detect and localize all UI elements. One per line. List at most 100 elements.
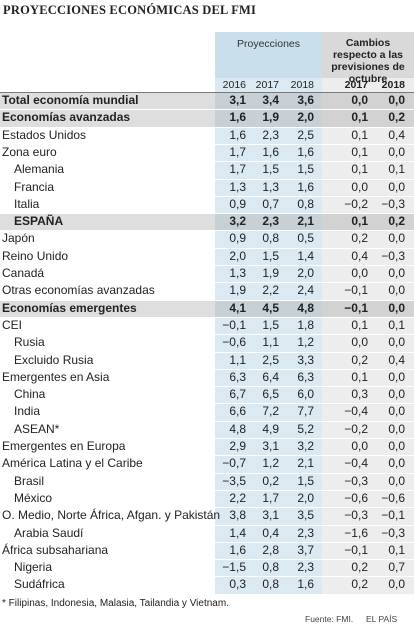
cell-value: −0,3 xyxy=(381,248,405,263)
cell-value: 1,1 xyxy=(229,352,246,367)
cell-value: 0,1 xyxy=(388,542,405,557)
row-separator xyxy=(0,455,414,457)
cell-value: 3,3 xyxy=(297,352,314,367)
cell-value: 0,2 xyxy=(351,560,368,575)
cell-value: 1,6 xyxy=(229,110,246,125)
cell-value: 6,6 xyxy=(229,404,246,419)
cell-value: 1,5 xyxy=(297,162,314,177)
cell-value: 0,0 xyxy=(388,473,405,488)
row-separator xyxy=(0,489,414,491)
title: PROYECCIONES ECONÓMICAS DEL FMI xyxy=(3,3,257,17)
row-separator xyxy=(0,230,414,232)
cell-value: 1,4 xyxy=(229,525,246,540)
cell-value: 0,0 xyxy=(388,421,405,436)
cell-value: 1,9 xyxy=(229,283,246,298)
cell-value: 0,2 xyxy=(351,231,368,246)
row-label: Nigeria xyxy=(14,560,53,575)
row-separator xyxy=(0,507,414,509)
row-separator xyxy=(0,351,414,353)
cell-value: 2,5 xyxy=(297,127,314,142)
cell-value: 6,3 xyxy=(229,369,246,384)
cell-value: 1,3 xyxy=(229,266,246,280)
row-highlight xyxy=(0,213,414,231)
cell-value: 2,3 xyxy=(297,525,314,540)
row-label: Brasil xyxy=(14,473,45,488)
cell-value: 3,1 xyxy=(262,508,279,523)
row-label: Economías emergentes xyxy=(2,300,137,315)
cell-value: 0,0 xyxy=(351,266,368,280)
proj-bg xyxy=(215,32,322,594)
cell-value: −0,6 xyxy=(222,335,246,350)
row-label: Emergentes en Europa xyxy=(2,439,126,453)
cell-value: 0,2 xyxy=(351,352,368,367)
cell-value: 1,6 xyxy=(297,179,314,194)
row-label: O. Medio, Norte África, Afgan. y Pakistá… xyxy=(2,508,221,523)
cell-value: 0,1 xyxy=(351,127,368,142)
cell-value: 2,3 xyxy=(297,560,314,575)
cell-value: −0,4 xyxy=(344,404,368,419)
cell-value: 4,1 xyxy=(229,300,246,315)
chg-hdr-bg xyxy=(322,32,414,78)
cell-value: 0,0 xyxy=(388,335,405,350)
column-header: 2017 xyxy=(255,79,279,91)
cell-value: 0,0 xyxy=(351,439,368,453)
cell-value: 0,0 xyxy=(388,266,405,280)
cell-value: 3,5 xyxy=(297,508,314,523)
cell-value: 2,5 xyxy=(262,352,279,367)
cell-value: −0,6 xyxy=(344,490,368,505)
cell-value: 0,1 xyxy=(351,144,368,159)
cell-value: 1,3 xyxy=(229,179,246,194)
row-separator xyxy=(0,403,414,405)
cell-value: 3,1 xyxy=(262,439,279,453)
column-header: 2018 xyxy=(290,79,314,91)
cell-value: 0,4 xyxy=(388,127,405,142)
cell-value: 2,1 xyxy=(297,214,314,229)
cell-value: 1,6 xyxy=(229,127,246,142)
row-separator xyxy=(0,386,414,388)
cell-value: −0,1 xyxy=(344,542,368,557)
row-label: CEI xyxy=(2,317,23,332)
footer-brand: EL PAÍS xyxy=(366,613,398,624)
cell-value: 2,0 xyxy=(297,490,314,505)
row-label: África subsahariana xyxy=(2,542,109,557)
cell-value: 3,1 xyxy=(229,93,246,107)
row-separator xyxy=(0,472,414,474)
row-label: Japón xyxy=(2,231,35,246)
cell-value: −0,3 xyxy=(381,196,405,211)
cell-value: 4,8 xyxy=(297,300,314,315)
cell-value: 1,9 xyxy=(262,266,279,280)
row-label: Alemania xyxy=(14,162,65,177)
cell-value: −0,1 xyxy=(344,300,368,315)
row-highlight xyxy=(0,92,414,110)
cell-value: 0,7 xyxy=(262,196,279,211)
cell-value: 0,0 xyxy=(351,93,368,107)
cell-value: 0,1 xyxy=(351,214,368,229)
cell-value: 2,8 xyxy=(262,542,279,557)
cell-value: 0,0 xyxy=(388,456,405,471)
row-separator xyxy=(0,247,414,249)
row-label: Emergentes en Asia xyxy=(2,369,110,384)
cell-value: 3,2 xyxy=(229,214,246,229)
row-separator xyxy=(0,282,414,284)
cell-value: 0,0 xyxy=(388,439,405,453)
row-separator xyxy=(0,161,414,163)
cell-value: −0,1 xyxy=(344,283,368,298)
row-separator xyxy=(0,524,414,526)
cell-value: 0,1 xyxy=(388,162,405,177)
cell-value: 0,1 xyxy=(351,110,368,125)
cell-value: 2,1 xyxy=(297,456,314,471)
cell-value: −0,1 xyxy=(381,508,405,523)
row-separator xyxy=(0,195,414,197)
cell-value: −1,6 xyxy=(344,525,368,540)
group-proj: Proyecciones xyxy=(236,38,301,50)
row-separator xyxy=(0,420,414,422)
cell-value: −0,6 xyxy=(381,490,405,505)
cell-value: 6,5 xyxy=(262,387,279,402)
row-label: ESPAÑA xyxy=(14,214,64,229)
chg-bg xyxy=(322,32,414,594)
row-label: América Latina y el Caribe xyxy=(2,456,143,471)
cell-value: −0,3 xyxy=(381,525,405,540)
cell-value: 1,7 xyxy=(229,162,246,177)
cell-value: 0,0 xyxy=(388,577,405,592)
cell-value: 0,0 xyxy=(388,93,405,107)
